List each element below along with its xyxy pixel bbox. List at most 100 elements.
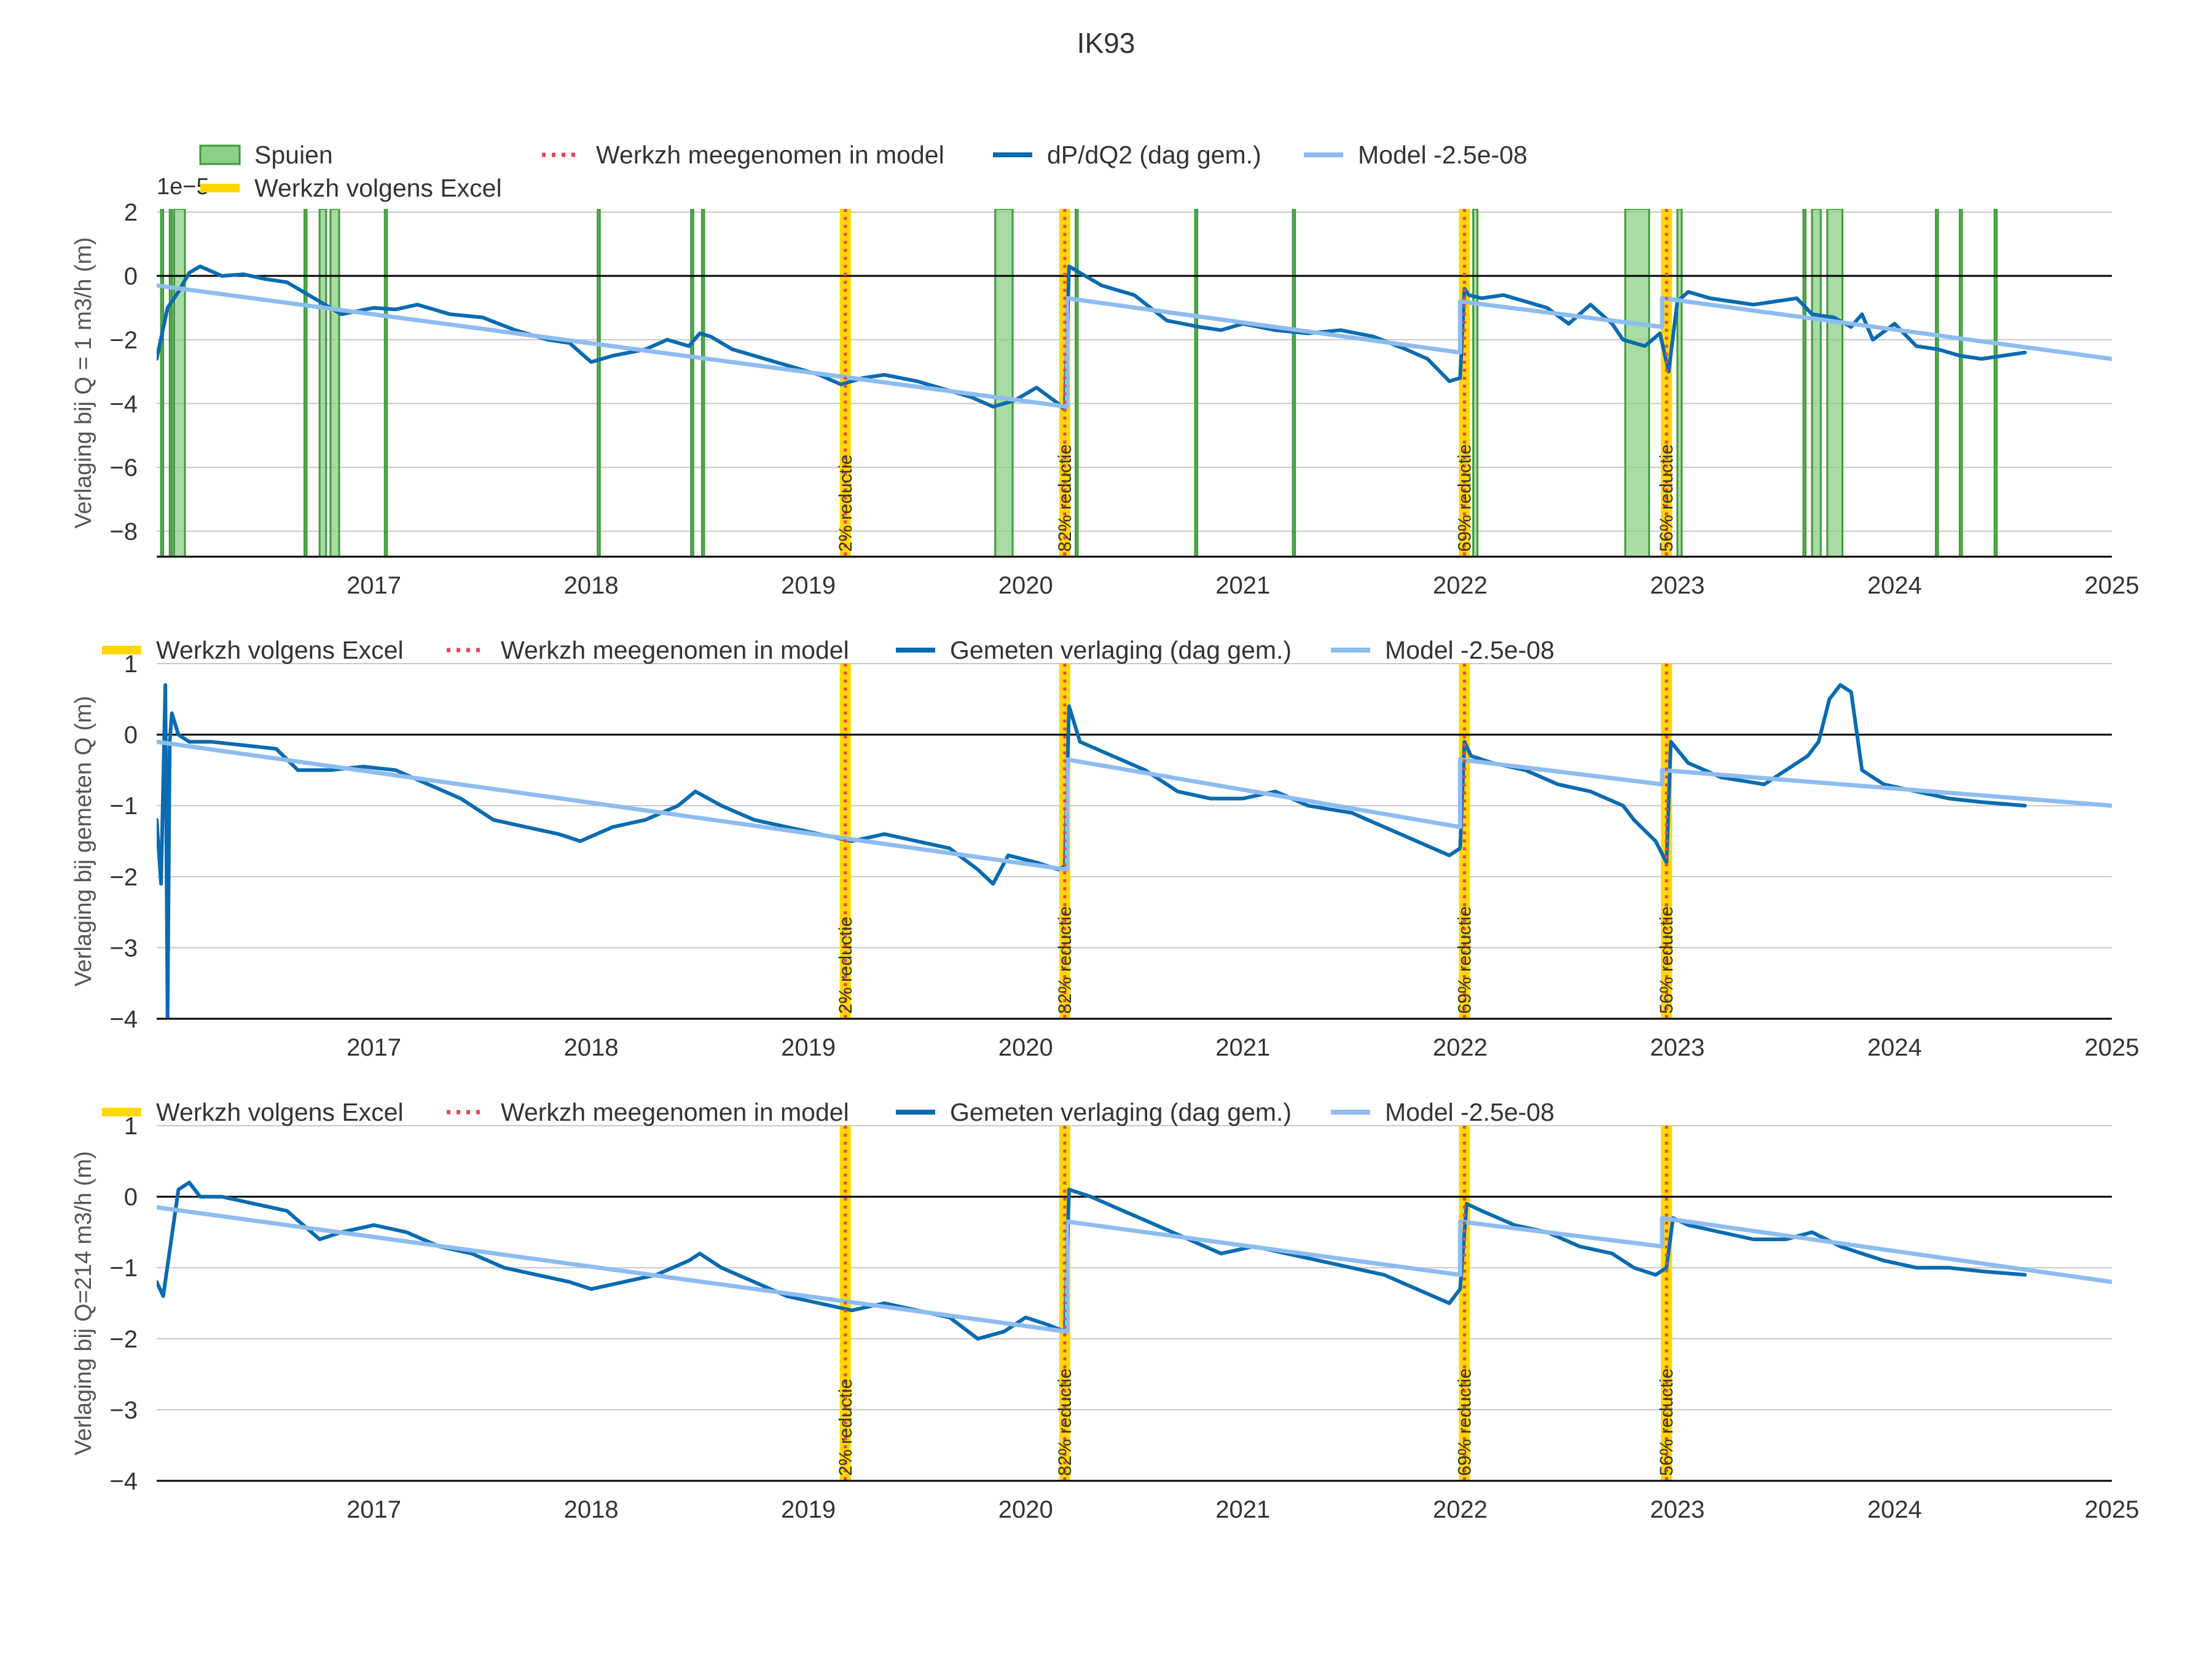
spuien-group — [160, 209, 1998, 557]
panel-1: 2% reductie 82% reductie 69% reductie 56% r… — [71, 141, 2139, 599]
x-tick-label: 2018 — [564, 1034, 619, 1061]
x-tick-label: 2025 — [2085, 572, 2139, 599]
legend-item: Werkzh meegenomen in model — [447, 1098, 849, 1126]
legend-item: Werkzh volgens Excel — [102, 1098, 404, 1126]
legend-label: Werkzh meegenomen in model — [596, 141, 944, 169]
event-label: 56% reductie — [1657, 444, 1677, 552]
y-tick-label: −8 — [109, 518, 138, 545]
spuien-period — [303, 209, 308, 557]
event-label: 82% reductie — [1055, 1368, 1075, 1476]
legend-label: Werkzh volgens Excel — [156, 636, 404, 664]
event-label: 2% reductie — [836, 1379, 856, 1476]
spuien-period — [329, 209, 340, 557]
x-tick-label: 2022 — [1433, 1034, 1488, 1061]
legend-label: Model -2.5e-08 — [1385, 636, 1555, 664]
legend-label: Werkzh meegenomen in model — [501, 636, 849, 664]
legend-item: Werkzh meegenomen in model — [447, 636, 849, 664]
figure-title: IK93 — [1077, 27, 1135, 59]
spuien-period — [1472, 209, 1479, 557]
spuien-period — [1075, 209, 1079, 557]
y-tick-label: −3 — [109, 935, 138, 962]
x-tick-label: 2017 — [347, 572, 401, 599]
spuien-period — [994, 209, 1014, 557]
y-tick-label: −1 — [109, 793, 138, 820]
spuien-period — [168, 209, 173, 557]
y-tick-label: −2 — [109, 864, 138, 891]
legend-item: Gemeten verlaging (dag gem.) — [896, 1098, 1292, 1126]
legend-label: Werkzh volgens Excel — [254, 174, 502, 202]
spuien-period — [1802, 209, 1806, 557]
spuien-period — [700, 209, 705, 557]
x-tick-label: 2025 — [2085, 1496, 2139, 1523]
series-line-measured — [157, 683, 2027, 1019]
series-group — [157, 683, 2112, 1019]
event-label: 69% reductie — [1454, 444, 1475, 552]
spuien-period — [1826, 209, 1844, 557]
x-tick-label: 2023 — [1650, 1496, 1704, 1523]
series-line-model — [157, 283, 2112, 409]
spuien-period — [1935, 209, 1939, 557]
x-tick-label: 2024 — [1867, 1496, 1922, 1523]
event-label: 2% reductie — [836, 455, 856, 552]
x-tick-label: 2018 — [564, 1496, 619, 1523]
legend-label: Spuien — [254, 141, 333, 169]
x-tick-label: 2019 — [781, 1496, 836, 1523]
y-tick-label: −2 — [109, 327, 138, 354]
event-label: 82% reductie — [1055, 444, 1075, 552]
series-group — [157, 1180, 2112, 1341]
y-tick-label: −4 — [109, 1006, 138, 1033]
event-label: 69% reductie — [1454, 1368, 1475, 1476]
legend-item: Model -2.5e-08 — [1304, 141, 1528, 169]
x-tick-label: 2017 — [347, 1034, 401, 1061]
series-group — [157, 264, 2112, 412]
y-axis-label: Verlaging bij Q = 1 m3/h (m) — [71, 237, 96, 528]
legend-label: Gemeten verlaging (dag gem.) — [950, 636, 1292, 664]
x-tick-label: 2020 — [998, 1496, 1053, 1523]
event-label: 56% reductie — [1657, 1368, 1677, 1476]
x-tick-label: 2023 — [1650, 1034, 1704, 1061]
legend-label: Model -2.5e-08 — [1385, 1098, 1555, 1126]
spuien-period — [690, 209, 694, 557]
x-tick-label: 2018 — [564, 572, 619, 599]
x-tick-label: 2021 — [1215, 1496, 1270, 1523]
spuien-period — [1993, 209, 1998, 557]
x-tick-label: 2017 — [347, 1496, 401, 1523]
spuien-period — [1624, 209, 1650, 557]
legend-swatch-spuien — [199, 144, 241, 165]
x-tick-label: 2020 — [998, 1034, 1053, 1061]
event-label: 69% reductie — [1454, 906, 1475, 1014]
y-tick-label: −4 — [109, 1468, 138, 1495]
legend-label: Werkzh meegenomen in model — [501, 1098, 849, 1126]
series-line-model — [157, 739, 2112, 872]
y-tick-label: −3 — [109, 1397, 138, 1424]
series-line-model — [157, 1205, 2112, 1334]
y-axis-label: Verlaging bij gemeten Q (m) — [71, 696, 96, 986]
y-tick-label: 0 — [124, 722, 138, 749]
spuien-period — [1194, 209, 1199, 557]
x-tick-label: 2021 — [1215, 572, 1270, 599]
legend-item: Werkzh volgens Excel — [200, 174, 502, 202]
spuien-period — [173, 209, 186, 557]
y-tick-label: −1 — [109, 1255, 138, 1282]
y-tick-label: 1 — [124, 651, 138, 678]
spuien-period — [1676, 209, 1683, 557]
panel-3: 2% reductie 82% reductie 69% reductie 56% r… — [71, 1098, 2139, 1523]
y-tick-label: 0 — [124, 1184, 138, 1211]
x-tick-label: 2023 — [1650, 572, 1704, 599]
legend-item: Model -2.5e-08 — [1331, 636, 1555, 664]
x-tick-label: 2022 — [1433, 572, 1488, 599]
y-tick-label: −2 — [109, 1326, 138, 1353]
x-tick-label: 2024 — [1867, 572, 1922, 599]
event-label: 82% reductie — [1055, 906, 1075, 1014]
x-tick-label: 2020 — [998, 572, 1053, 599]
x-tick-label: 2021 — [1215, 1034, 1270, 1061]
spuien-period — [160, 209, 165, 557]
x-tick-label: 2024 — [1867, 1034, 1922, 1061]
legend-label: Gemeten verlaging (dag gem.) — [950, 1098, 1292, 1126]
spuien-period — [1292, 209, 1296, 557]
spuien-period — [597, 209, 601, 557]
y-axis-label: Verlaging bij Q=214 m3/h (m) — [71, 1151, 96, 1455]
legend-item: Gemeten verlaging (dag gem.) — [896, 636, 1292, 664]
legend-item: dP/dQ2 (dag gem.) — [993, 141, 1261, 169]
